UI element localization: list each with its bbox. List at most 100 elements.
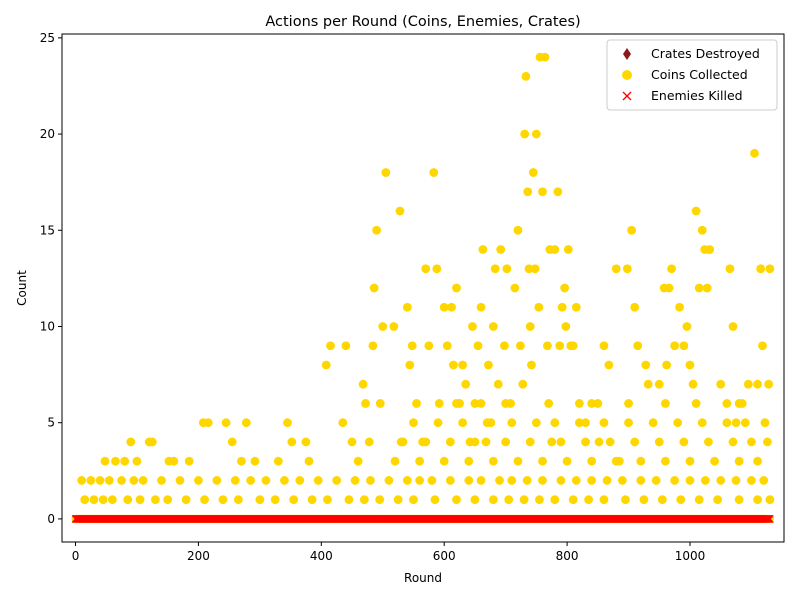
coins-collected-point — [550, 418, 560, 428]
coins-collected-point — [555, 341, 565, 351]
coins-collected-point — [476, 399, 486, 408]
coins-collected-point — [98, 495, 108, 505]
coins-collected-point — [556, 476, 566, 485]
coins-collected-point — [375, 495, 385, 505]
coins-collected-point — [412, 399, 421, 408]
coins-collected-point — [599, 341, 609, 351]
coins-collected-point — [488, 322, 498, 331]
coins-collected-point — [758, 341, 767, 351]
coins-collected-point — [523, 187, 533, 197]
y-axis-label: Count — [15, 270, 29, 306]
coins-collected-point — [237, 456, 246, 466]
coins-collected-point — [163, 495, 173, 505]
coins-collected-point — [654, 379, 664, 389]
chart-title: Actions per Round (Coins, Enemies, Crate… — [265, 14, 580, 30]
coins-collected-point — [375, 399, 385, 408]
coins-collected-point — [534, 302, 544, 312]
coins-collected-point — [502, 264, 512, 274]
coins-collected-point — [203, 418, 213, 428]
coins-collected-point — [760, 418, 770, 428]
coins-collected-point — [685, 360, 695, 370]
coins-collected-point — [675, 302, 684, 312]
coins-collected-point — [147, 437, 157, 447]
coins-collected-point — [624, 418, 633, 428]
coins-collected-point — [734, 399, 744, 408]
coins-collected-point — [283, 418, 292, 428]
coins-collected-point — [679, 437, 689, 447]
coins-collected-point — [359, 495, 369, 505]
coins-collected-point — [519, 495, 529, 505]
coins-collected-point — [490, 264, 500, 274]
coins-collected-point — [464, 456, 474, 466]
coins-collected-point — [543, 341, 552, 351]
coins-collected-point — [654, 437, 664, 447]
coins-collected-point — [740, 418, 750, 428]
coins-collected-point — [323, 495, 332, 505]
coins-collected-point — [493, 379, 503, 389]
coins-collected-point — [449, 360, 458, 370]
coins-collected-point — [685, 456, 695, 466]
coins-collected-point — [353, 456, 363, 466]
coins-collected-point — [452, 495, 461, 505]
coins-collected-point — [538, 456, 547, 466]
x-tick-label: 1000 — [675, 549, 706, 563]
coins-collected-point — [439, 456, 449, 466]
coins-collected-point — [604, 360, 614, 370]
legend-label-coins-collected: Coins Collected — [651, 67, 748, 82]
coins-collected-point — [734, 456, 744, 466]
coins-collected-point — [513, 225, 523, 235]
coins-collected-point — [464, 476, 474, 485]
y-axis-ticks: 0 5 10 15 20 25 — [40, 31, 62, 526]
coins-collected-point — [587, 399, 597, 408]
coins-collected-point — [415, 456, 425, 466]
coins-collected-point — [518, 379, 528, 389]
coins-collected-point — [500, 341, 509, 351]
coins-collected-point — [169, 456, 179, 466]
coins-collected-point — [484, 360, 493, 370]
coins-collected-point — [553, 187, 563, 197]
coins-collected-point — [104, 476, 114, 485]
coins-collected-point — [587, 476, 597, 485]
coins-collected-point — [407, 341, 417, 351]
coins-collected-point — [507, 418, 517, 428]
coins-collected-point — [697, 225, 707, 235]
coins-collected-point — [587, 456, 597, 466]
coins-collected-point — [157, 476, 166, 485]
coins-collected-point — [700, 476, 710, 485]
y-tick-label: 15 — [40, 223, 55, 237]
coins-collected-point — [77, 476, 87, 485]
coins-collected-point — [129, 476, 139, 485]
x-tick-label: 800 — [556, 549, 579, 563]
coins-collected-point — [731, 476, 741, 485]
coins-collected-point — [670, 476, 680, 485]
coins-collected-point — [538, 476, 547, 485]
coins-collected-point — [697, 418, 707, 428]
coins-collected-point — [468, 322, 477, 331]
coins-collected-point — [347, 437, 357, 447]
coins-collected-point — [622, 264, 632, 274]
y-tick-label: 10 — [40, 319, 55, 333]
coins-collected-point — [273, 456, 283, 466]
coins-collected-point — [602, 476, 612, 485]
coins-collected-point — [685, 476, 695, 485]
coins-collected-point — [679, 341, 689, 351]
coins-collected-point — [384, 476, 394, 485]
coins-collected-point — [520, 129, 530, 139]
coins-collected-point — [765, 264, 775, 274]
coins-collected-point — [481, 437, 491, 447]
coins-collected-point — [368, 341, 378, 351]
coins-collected-point — [627, 225, 637, 235]
coins-collected-point — [261, 476, 271, 485]
coins-collected-point — [321, 360, 331, 370]
coins-collected-point — [651, 476, 661, 485]
coins-collected-point — [442, 341, 452, 351]
coins-collected-point — [126, 437, 136, 447]
coins-collected-point — [381, 168, 391, 177]
coins-collected-point — [562, 456, 572, 466]
coins-collected-point — [664, 283, 674, 293]
coins-collected-point — [366, 476, 375, 485]
coins-collected-point — [704, 437, 713, 447]
coins-collected-point — [135, 495, 145, 505]
coins-collected-point — [584, 495, 593, 505]
coins-collected-point — [280, 476, 289, 485]
